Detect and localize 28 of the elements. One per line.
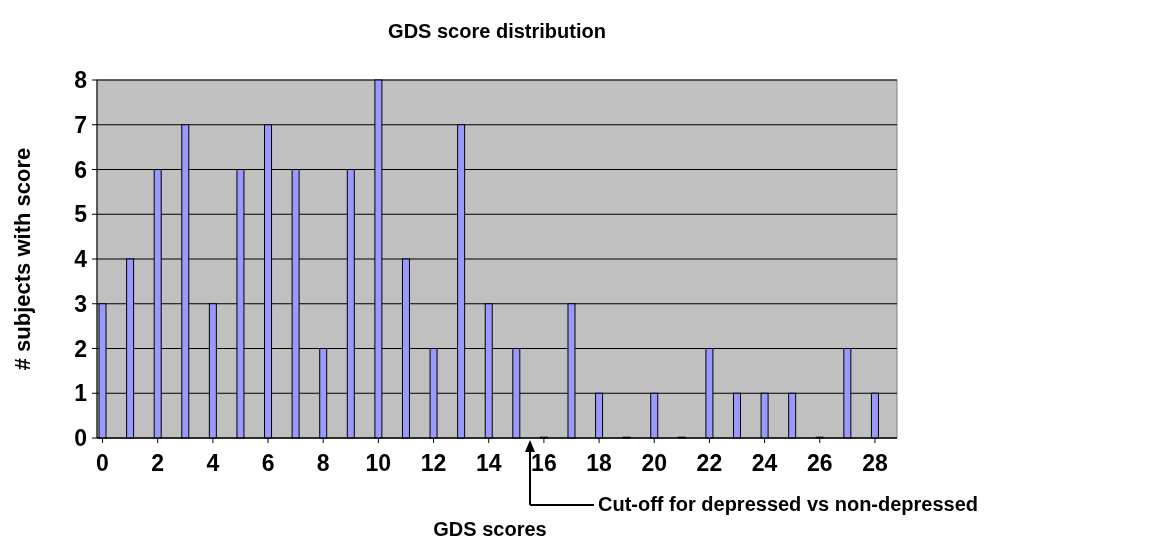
x-tick-label: 12 — [420, 450, 447, 476]
x-tick-label: 2 — [151, 450, 165, 476]
x-tick-label: 22 — [696, 450, 723, 476]
y-tick-label: 5 — [74, 201, 88, 228]
x-tick-label: 24 — [751, 450, 778, 476]
x-tick-label: 20 — [641, 450, 668, 476]
y-tick-label: 7 — [74, 111, 87, 138]
x-tick-label: 16 — [531, 450, 557, 476]
y-axis-title: # subjects with score — [10, 147, 35, 371]
x-tick-label: 4 — [206, 450, 220, 476]
x-axis-title: GDS scores — [433, 518, 547, 540]
text: Cut-off for depressed vs non-depressed — [598, 493, 979, 515]
x-tick-label: 0 — [96, 450, 109, 476]
x-tick-label: 18 — [586, 450, 613, 476]
y-tick-label: 8 — [74, 67, 88, 93]
y-tick-label: 3 — [74, 290, 87, 317]
y-tick-label: 6 — [74, 156, 87, 183]
x-tick-label: 28 — [862, 450, 888, 476]
y-tick-label: 1 — [74, 380, 88, 407]
x-tick-label: 26 — [806, 450, 833, 476]
y-tick-label: 0 — [74, 425, 87, 451]
x-tick-label: 14 — [475, 450, 502, 476]
x-tick-label: 8 — [316, 450, 330, 476]
x-tick-label: 6 — [261, 450, 275, 476]
y-tick-label: 2 — [74, 335, 87, 362]
y-tick-label: 4 — [74, 246, 88, 272]
chart-title: GDS score distribution — [388, 20, 606, 42]
x-tick-label: 10 — [365, 450, 392, 476]
